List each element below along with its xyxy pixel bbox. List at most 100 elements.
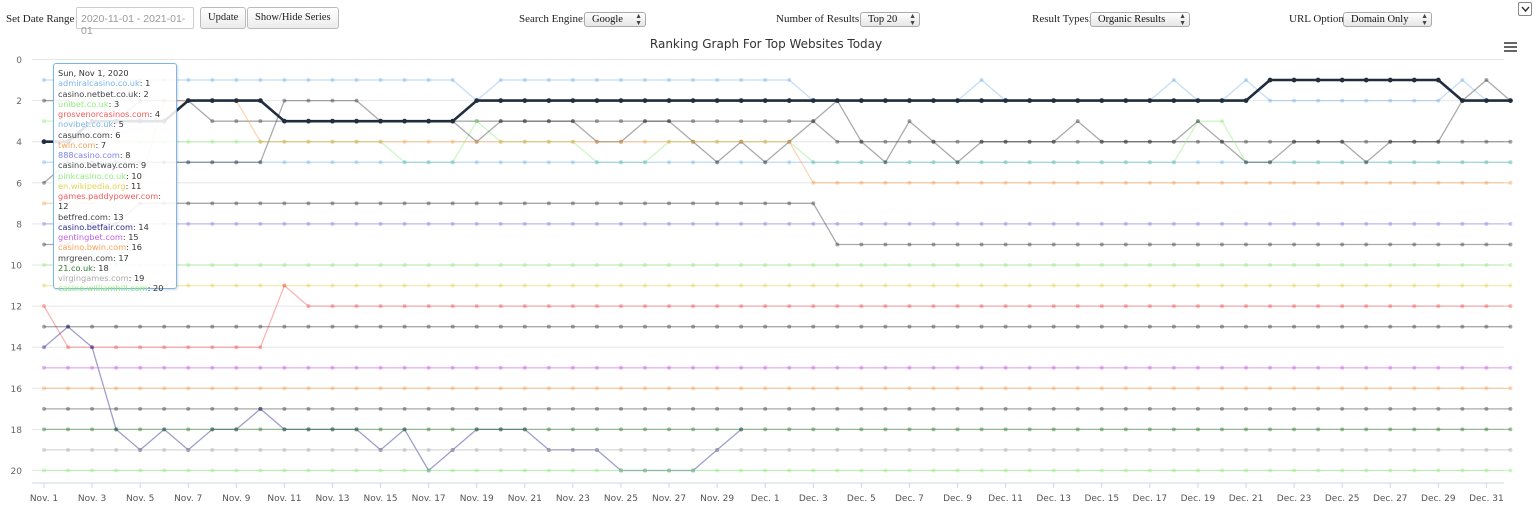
data-point bbox=[1027, 427, 1032, 432]
data-point bbox=[378, 386, 383, 391]
data-point bbox=[1508, 468, 1513, 473]
data-point bbox=[594, 386, 599, 391]
data-point bbox=[1436, 242, 1441, 247]
data-point bbox=[522, 304, 527, 309]
data-point bbox=[1484, 283, 1489, 288]
data-point bbox=[306, 468, 311, 473]
data-point bbox=[426, 139, 431, 144]
data-point bbox=[1268, 221, 1273, 226]
data-point bbox=[1340, 160, 1345, 165]
data-point bbox=[1003, 427, 1008, 432]
data-point bbox=[522, 78, 527, 83]
data-point bbox=[570, 447, 575, 452]
date-range-input[interactable]: 2020-11-01 - 2021-01-01 bbox=[76, 7, 194, 37]
show-hide-series-button[interactable]: Show/Hide Series bbox=[247, 7, 339, 29]
data-point bbox=[282, 427, 287, 432]
data-point bbox=[1003, 263, 1008, 267]
data-point bbox=[1219, 98, 1225, 103]
data-point bbox=[234, 386, 239, 391]
data-point bbox=[1268, 139, 1273, 144]
data-point bbox=[1147, 180, 1152, 185]
data-point bbox=[450, 160, 455, 165]
data-point bbox=[618, 201, 623, 206]
data-point bbox=[354, 447, 359, 452]
x-axis: Nov. 1 Nov. 3 Nov. 5 Nov. 7 Nov. 9 Nov. 11 Nov… bbox=[30, 482, 1504, 504]
series-casino-bwin-com bbox=[42, 386, 1513, 391]
data-point bbox=[1099, 283, 1104, 288]
data-point bbox=[1171, 468, 1176, 473]
x-tick-label: Nov. 3 bbox=[78, 494, 106, 504]
data-point bbox=[354, 386, 359, 391]
data-point bbox=[1484, 78, 1489, 83]
data-point bbox=[691, 263, 696, 267]
data-point bbox=[739, 78, 744, 83]
data-point bbox=[1508, 160, 1513, 165]
data-point bbox=[498, 160, 503, 165]
data-point bbox=[1195, 263, 1200, 267]
data-point bbox=[1412, 324, 1417, 329]
data-point bbox=[42, 468, 46, 473]
data-point bbox=[763, 283, 768, 288]
data-point bbox=[522, 427, 527, 432]
x-tick-label: Dec. 17 bbox=[1133, 494, 1168, 504]
data-point bbox=[667, 263, 672, 267]
tooltip-row: casino.betway.com: 9 bbox=[58, 160, 172, 170]
y-tick-label: 4 bbox=[16, 138, 22, 148]
data-point bbox=[1316, 263, 1321, 267]
data-point bbox=[835, 324, 840, 329]
update-button[interactable]: Update bbox=[200, 7, 247, 29]
data-point bbox=[859, 365, 864, 370]
data-point bbox=[594, 78, 599, 83]
data-point bbox=[1099, 427, 1104, 432]
data-point bbox=[138, 406, 143, 411]
data-point bbox=[1099, 242, 1104, 247]
number-of-results-select[interactable]: Top 20 ▲ ▼ bbox=[860, 12, 920, 27]
data-point bbox=[282, 78, 287, 83]
data-point bbox=[594, 406, 599, 411]
data-point bbox=[715, 160, 720, 165]
data-point bbox=[955, 263, 960, 267]
data-point bbox=[907, 447, 912, 452]
data-point bbox=[1003, 304, 1008, 309]
data-point bbox=[1219, 386, 1224, 391]
data-point bbox=[546, 201, 551, 206]
data-point bbox=[1123, 160, 1128, 165]
tooltip-row: 888casino.com: 8 bbox=[58, 150, 172, 160]
data-point bbox=[330, 468, 335, 473]
data-point bbox=[330, 160, 335, 165]
data-point bbox=[715, 304, 720, 309]
data-point bbox=[907, 406, 912, 411]
data-point bbox=[883, 98, 888, 103]
data-point bbox=[1219, 427, 1224, 432]
search-engine-select[interactable]: Google ▲ ▼ bbox=[584, 12, 646, 27]
grid bbox=[32, 59, 1504, 471]
data-point bbox=[859, 406, 864, 411]
data-point bbox=[1436, 386, 1441, 391]
collapse-toggle[interactable] bbox=[1518, 2, 1532, 16]
data-point bbox=[426, 406, 431, 411]
data-point bbox=[186, 160, 191, 165]
y-tick-label: 16 bbox=[11, 385, 23, 395]
data-point bbox=[739, 324, 744, 329]
data-point bbox=[114, 427, 119, 432]
data-point bbox=[691, 427, 696, 432]
data-point bbox=[1027, 139, 1032, 144]
data-point bbox=[739, 427, 744, 432]
url-option-select[interactable]: Domain Only ▲ ▼ bbox=[1343, 12, 1432, 27]
data-point bbox=[787, 221, 792, 226]
data-point bbox=[354, 427, 359, 432]
data-point bbox=[1051, 263, 1056, 267]
data-point bbox=[306, 406, 311, 411]
data-point bbox=[306, 427, 311, 432]
chart-menu-button[interactable] bbox=[1504, 40, 1518, 58]
data-point bbox=[1316, 160, 1321, 165]
data-point bbox=[186, 447, 191, 452]
data-point bbox=[282, 160, 287, 165]
data-point bbox=[618, 160, 623, 165]
tooltip-separator: : bbox=[122, 232, 129, 242]
result-types-select[interactable]: Organic Results ▲ ▼ bbox=[1090, 12, 1190, 27]
data-point bbox=[570, 139, 575, 144]
search-engine-label: Search Engine: bbox=[519, 13, 586, 25]
data-point bbox=[859, 242, 864, 247]
data-point bbox=[1364, 365, 1369, 370]
